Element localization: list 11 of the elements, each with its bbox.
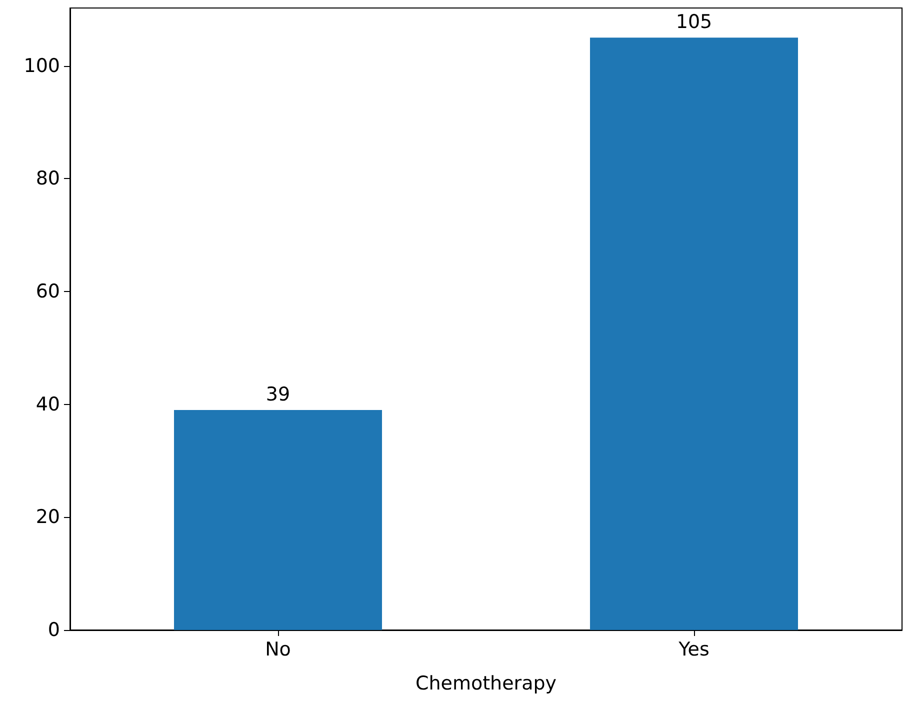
x-axis-title: Chemotherapy	[415, 672, 557, 694]
y-tick-label: 80	[36, 168, 60, 190]
x-tick-label: No	[265, 638, 291, 660]
y-tick-label: 0	[48, 619, 60, 641]
data-label: 39	[266, 383, 290, 406]
data-label: 105	[676, 11, 712, 34]
x-tick-label: Yes	[678, 638, 710, 660]
y-tick-label: 60	[36, 280, 60, 302]
y-tick-label: 20	[36, 506, 60, 528]
y-tick-label: 40	[36, 393, 60, 416]
y-tick-label: 100	[24, 54, 60, 77]
